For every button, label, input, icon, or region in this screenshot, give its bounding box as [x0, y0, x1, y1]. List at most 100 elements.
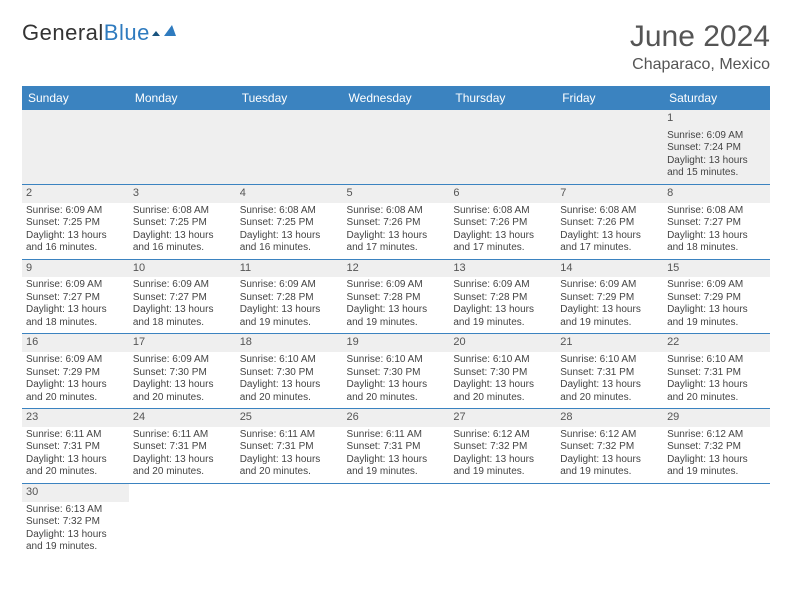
- calendar-cell-empty: [663, 483, 770, 557]
- daylight-line: Daylight: 13 hours and 20 minutes.: [667, 379, 766, 404]
- daylight-line: Daylight: 13 hours and 17 minutes.: [347, 230, 446, 255]
- calendar-cell: 14Sunrise: 6:09 AMSunset: 7:29 PMDayligh…: [556, 259, 663, 334]
- calendar-row: 1Sunrise: 6:09 AMSunset: 7:24 PMDaylight…: [22, 110, 770, 184]
- calendar-cell: 24Sunrise: 6:11 AMSunset: 7:31 PMDayligh…: [129, 409, 236, 484]
- sunrise-line: Sunrise: 6:08 AM: [133, 205, 232, 218]
- logo-text-part2: Blue: [104, 20, 150, 45]
- sunset-line: Sunset: 7:31 PM: [133, 441, 232, 454]
- sunset-line: Sunset: 7:27 PM: [667, 217, 766, 230]
- sunset-line: Sunset: 7:30 PM: [133, 367, 232, 380]
- daylight-line: Daylight: 13 hours and 20 minutes.: [240, 454, 339, 479]
- daylight-line: Daylight: 13 hours and 20 minutes.: [26, 454, 125, 479]
- sunrise-line: Sunrise: 6:09 AM: [26, 354, 125, 367]
- sunset-line: Sunset: 7:29 PM: [667, 292, 766, 305]
- day-number: 16: [22, 334, 129, 352]
- sunset-line: Sunset: 7:31 PM: [26, 441, 125, 454]
- calendar-cell: 17Sunrise: 6:09 AMSunset: 7:30 PMDayligh…: [129, 334, 236, 409]
- day-number: 9: [22, 260, 129, 278]
- sunrise-line: Sunrise: 6:08 AM: [453, 205, 552, 218]
- daylight-line: Daylight: 13 hours and 17 minutes.: [560, 230, 659, 255]
- sunrise-line: Sunrise: 6:09 AM: [347, 279, 446, 292]
- daylight-line: Daylight: 13 hours and 19 minutes.: [347, 454, 446, 479]
- month-title: June 2024: [630, 20, 770, 54]
- day-number: 29: [663, 409, 770, 427]
- daylight-line: Daylight: 13 hours and 20 minutes.: [26, 379, 125, 404]
- day-number: 26: [343, 409, 450, 427]
- sunset-line: Sunset: 7:31 PM: [667, 367, 766, 380]
- sunrise-line: Sunrise: 6:10 AM: [453, 354, 552, 367]
- sunset-line: Sunset: 7:26 PM: [560, 217, 659, 230]
- weekday-header: Friday: [556, 86, 663, 110]
- day-number: 28: [556, 409, 663, 427]
- calendar-cell: 21Sunrise: 6:10 AMSunset: 7:31 PMDayligh…: [556, 334, 663, 409]
- day-number: 10: [129, 260, 236, 278]
- daylight-line: Daylight: 13 hours and 18 minutes.: [26, 304, 125, 329]
- calendar-cell: 3Sunrise: 6:08 AMSunset: 7:25 PMDaylight…: [129, 184, 236, 259]
- calendar-cell: 5Sunrise: 6:08 AMSunset: 7:26 PMDaylight…: [343, 184, 450, 259]
- sunrise-line: Sunrise: 6:08 AM: [667, 205, 766, 218]
- daylight-line: Daylight: 13 hours and 16 minutes.: [240, 230, 339, 255]
- sunset-line: Sunset: 7:25 PM: [240, 217, 339, 230]
- daylight-line: Daylight: 13 hours and 20 minutes.: [133, 454, 232, 479]
- daylight-line: Daylight: 13 hours and 19 minutes.: [667, 454, 766, 479]
- sunrise-line: Sunrise: 6:09 AM: [133, 279, 232, 292]
- calendar-cell: 1Sunrise: 6:09 AMSunset: 7:24 PMDaylight…: [663, 110, 770, 184]
- day-number: 6: [449, 185, 556, 203]
- sunset-line: Sunset: 7:29 PM: [560, 292, 659, 305]
- sunset-line: Sunset: 7:31 PM: [560, 367, 659, 380]
- day-number: 22: [663, 334, 770, 352]
- sunset-line: Sunset: 7:30 PM: [240, 367, 339, 380]
- sunset-line: Sunset: 7:32 PM: [26, 516, 125, 529]
- day-number: 19: [343, 334, 450, 352]
- calendar-cell: 2 Sunrise: 6:09 AMSunset: 7:25 PMDaylight…: [22, 184, 129, 259]
- daylight-line: Daylight: 13 hours and 20 minutes.: [133, 379, 232, 404]
- sunrise-line: Sunrise: 6:09 AM: [667, 279, 766, 292]
- sunset-line: Sunset: 7:25 PM: [26, 217, 125, 230]
- calendar-cell-empty: [129, 483, 236, 557]
- calendar-cell-empty: [343, 110, 450, 184]
- calendar-cell: 9Sunrise: 6:09 AMSunset: 7:27 PMDaylight…: [22, 259, 129, 334]
- calendar-cell: 23Sunrise: 6:11 AMSunset: 7:31 PMDayligh…: [22, 409, 129, 484]
- day-number: 21: [556, 334, 663, 352]
- day-number: 2: [22, 185, 129, 203]
- day-number: 24: [129, 409, 236, 427]
- daylight-line: Daylight: 13 hours and 20 minutes.: [347, 379, 446, 404]
- sunrise-line: Sunrise: 6:09 AM: [26, 205, 125, 218]
- calendar-cell: 26Sunrise: 6:11 AMSunset: 7:31 PMDayligh…: [343, 409, 450, 484]
- daylight-line: Daylight: 13 hours and 16 minutes.: [26, 230, 125, 255]
- day-number: 11: [236, 260, 343, 278]
- calendar-cell-empty: [556, 483, 663, 557]
- sunrise-line: Sunrise: 6:11 AM: [240, 429, 339, 442]
- daylight-line: Daylight: 13 hours and 19 minutes.: [560, 304, 659, 329]
- calendar-cell: 30Sunrise: 6:13 AMSunset: 7:32 PMDayligh…: [22, 483, 129, 557]
- day-number: 4: [236, 185, 343, 203]
- logo-text: GeneralBlue: [22, 20, 150, 46]
- sunrise-line: Sunrise: 6:12 AM: [560, 429, 659, 442]
- calendar-cell: 10Sunrise: 6:09 AMSunset: 7:27 PMDayligh…: [129, 259, 236, 334]
- sunset-line: Sunset: 7:26 PM: [453, 217, 552, 230]
- day-number: 27: [449, 409, 556, 427]
- sunrise-line: Sunrise: 6:10 AM: [667, 354, 766, 367]
- calendar-cell: 7Sunrise: 6:08 AMSunset: 7:26 PMDaylight…: [556, 184, 663, 259]
- day-number: 5: [343, 185, 450, 203]
- sunrise-line: Sunrise: 6:08 AM: [560, 205, 659, 218]
- weekday-header: Sunday: [22, 86, 129, 110]
- daylight-line: Daylight: 13 hours and 19 minutes.: [240, 304, 339, 329]
- daylight-line: Daylight: 13 hours and 19 minutes.: [453, 304, 552, 329]
- daylight-line: Daylight: 13 hours and 19 minutes.: [453, 454, 552, 479]
- day-number: 14: [556, 260, 663, 278]
- sunrise-line: Sunrise: 6:13 AM: [26, 504, 125, 517]
- sunset-line: Sunset: 7:28 PM: [240, 292, 339, 305]
- sunset-line: Sunset: 7:31 PM: [240, 441, 339, 454]
- sunset-line: Sunset: 7:31 PM: [347, 441, 446, 454]
- calendar-cell: 8Sunrise: 6:08 AMSunset: 7:27 PMDaylight…: [663, 184, 770, 259]
- sunset-line: Sunset: 7:30 PM: [347, 367, 446, 380]
- calendar-cell-empty: [343, 483, 450, 557]
- calendar-cell: 18Sunrise: 6:10 AMSunset: 7:30 PMDayligh…: [236, 334, 343, 409]
- weekday-header: Thursday: [449, 86, 556, 110]
- calendar-cell-empty: [556, 110, 663, 184]
- calendar-row: 16Sunrise: 6:09 AMSunset: 7:29 PMDayligh…: [22, 334, 770, 409]
- sunset-line: Sunset: 7:28 PM: [347, 292, 446, 305]
- calendar-cell: 4Sunrise: 6:08 AMSunset: 7:25 PMDaylight…: [236, 184, 343, 259]
- calendar-cell-empty: [236, 483, 343, 557]
